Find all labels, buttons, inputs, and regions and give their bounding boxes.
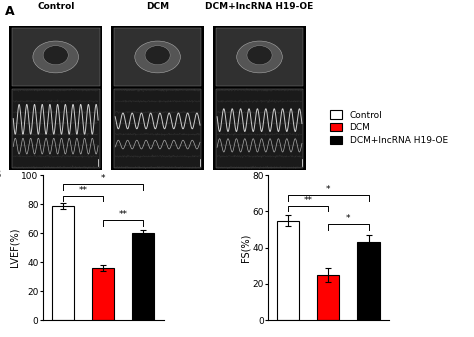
Bar — [357, 242, 380, 320]
Bar — [92, 268, 114, 320]
Legend: Control, DCM, DCM+lncRNA H19-OE: Control, DCM, DCM+lncRNA H19-OE — [327, 108, 450, 148]
Bar — [114, 28, 201, 86]
Text: B: B — [0, 168, 1, 181]
Bar — [277, 220, 299, 320]
Bar — [114, 89, 201, 168]
Text: A: A — [5, 5, 14, 18]
Ellipse shape — [145, 45, 170, 65]
Ellipse shape — [237, 41, 283, 73]
Text: **: ** — [119, 210, 128, 219]
Bar — [317, 275, 339, 320]
Bar — [12, 89, 100, 168]
Text: **: ** — [304, 196, 312, 205]
Bar — [216, 28, 303, 86]
Ellipse shape — [247, 45, 272, 65]
Bar — [111, 26, 204, 170]
Text: *: * — [101, 174, 105, 183]
Bar — [132, 233, 155, 320]
Ellipse shape — [33, 41, 79, 73]
Text: Control: Control — [37, 2, 74, 11]
Bar — [216, 89, 303, 168]
Ellipse shape — [43, 45, 68, 65]
Text: *: * — [326, 185, 330, 194]
Ellipse shape — [135, 41, 181, 73]
Bar — [213, 26, 306, 170]
Text: **: ** — [79, 186, 87, 195]
Text: *: * — [346, 214, 351, 223]
Text: DCM+lncRNA H19-OE: DCM+lncRNA H19-OE — [205, 2, 314, 11]
Bar — [9, 26, 102, 170]
Text: DCM: DCM — [146, 2, 169, 11]
Y-axis label: FS(%): FS(%) — [241, 234, 251, 262]
Y-axis label: LVEF(%): LVEF(%) — [10, 228, 20, 268]
Bar — [52, 206, 74, 320]
Bar — [12, 28, 100, 86]
